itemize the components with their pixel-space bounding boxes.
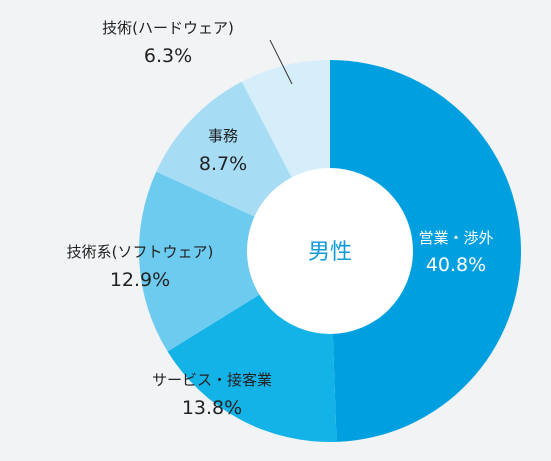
slice-label-sales: 営業・渉外 (418, 229, 493, 247)
slice-value-service: 13.8% (182, 397, 242, 419)
donut-hole (247, 168, 413, 334)
leader-line (269, 39, 293, 85)
slice-label-office: 事務 (208, 127, 238, 145)
slice-value-sales: 40.8% (426, 254, 486, 276)
slice-value-office: 8.7% (199, 153, 247, 175)
slice-value-software: 12.9% (110, 269, 170, 291)
slice-label-service: サービス・接客業 (152, 371, 272, 389)
slice-sales (330, 60, 522, 442)
slice-value-hardware: 6.3% (144, 45, 192, 67)
slice-software (138, 171, 330, 352)
slice-label-hardware: 技術(ハードウェア) (102, 19, 234, 37)
slice-label-software: 技術系(ソフトウェア) (67, 243, 214, 261)
center-label: 男性 (308, 240, 352, 265)
